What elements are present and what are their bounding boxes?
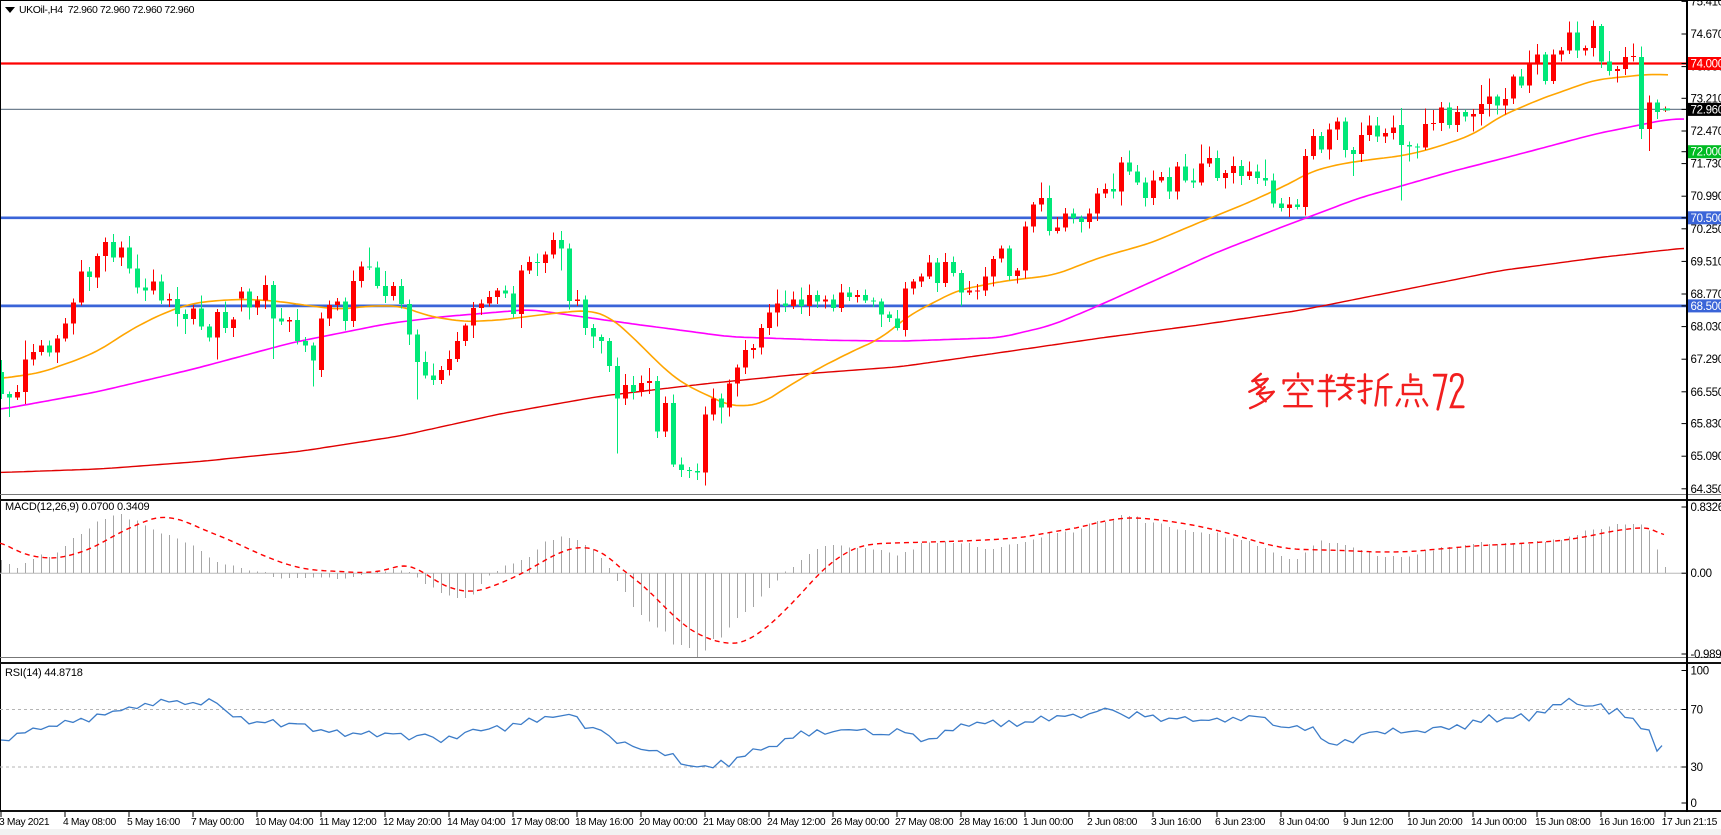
svg-text:65.830: 65.830 [1691, 419, 1721, 431]
svg-text:14 Jun 00:00: 14 Jun 00:00 [1471, 817, 1527, 828]
svg-text:100: 100 [1691, 666, 1709, 678]
svg-text:75.410: 75.410 [1691, 0, 1721, 8]
svg-text:18 May 16:00: 18 May 16:00 [575, 817, 634, 828]
svg-text:67.290: 67.290 [1691, 354, 1721, 366]
svg-text:10 Jun 20:00: 10 Jun 20:00 [1407, 817, 1463, 828]
svg-text:8 Jun 04:00: 8 Jun 04:00 [1279, 817, 1330, 828]
svg-text:4 May 08:00: 4 May 08:00 [63, 817, 116, 828]
svg-text:6 Jun 23:00: 6 Jun 23:00 [1215, 817, 1266, 828]
svg-text:72.470: 72.470 [1691, 126, 1721, 138]
svg-text:12 May 20:00: 12 May 20:00 [383, 817, 442, 828]
svg-text:14 May 04:00: 14 May 04:00 [447, 817, 506, 828]
svg-text:3 Jun 16:00: 3 Jun 16:00 [1151, 817, 1202, 828]
svg-text:70.500: 70.500 [1691, 213, 1721, 225]
svg-text:66.550: 66.550 [1691, 387, 1721, 399]
svg-text:74.670: 74.670 [1691, 29, 1721, 41]
svg-text:-0.9897: -0.9897 [1691, 649, 1721, 661]
svg-text:3 May 2021: 3 May 2021 [0, 817, 50, 828]
svg-text:27 May 08:00: 27 May 08:00 [895, 817, 954, 828]
svg-text:2 Jun 08:00: 2 Jun 08:00 [1087, 817, 1138, 828]
svg-text:71.730: 71.730 [1691, 159, 1721, 171]
svg-text:68.030: 68.030 [1691, 322, 1721, 334]
svg-text:68.770: 68.770 [1691, 289, 1721, 301]
svg-text:68.500: 68.500 [1691, 301, 1721, 313]
svg-text:17 Jun 21:15: 17 Jun 21:15 [1662, 817, 1718, 828]
svg-text:65.090: 65.090 [1691, 451, 1721, 463]
svg-text:17 May 08:00: 17 May 08:00 [511, 817, 570, 828]
svg-text:5 May 16:00: 5 May 16:00 [127, 817, 180, 828]
svg-text:21 May 08:00: 21 May 08:00 [703, 817, 762, 828]
svg-text:20 May 00:00: 20 May 00:00 [639, 817, 698, 828]
svg-text:15 Jun 08:00: 15 Jun 08:00 [1535, 817, 1591, 828]
svg-text:28 May 16:00: 28 May 16:00 [959, 817, 1018, 828]
svg-text:26 May 00:00: 26 May 00:00 [831, 817, 890, 828]
svg-text:0.00: 0.00 [1691, 568, 1712, 580]
svg-text:30: 30 [1691, 762, 1703, 774]
svg-text:74.000: 74.000 [1691, 59, 1721, 71]
svg-text:70.990: 70.990 [1691, 191, 1721, 203]
svg-text:0: 0 [1691, 798, 1697, 810]
svg-text:UKOil-,H4 72.960 72.960 72.96: UKOil-,H4 72.960 72.960 72.960 72.960 [19, 4, 195, 16]
svg-text:72.000: 72.000 [1691, 147, 1721, 159]
svg-text:69.510: 69.510 [1691, 256, 1721, 268]
svg-text:11 May 12:00: 11 May 12:00 [319, 817, 377, 828]
svg-text:64.350: 64.350 [1691, 484, 1721, 496]
svg-text:1 Jun 00:00: 1 Jun 00:00 [1023, 817, 1074, 828]
svg-text:24 May 12:00: 24 May 12:00 [767, 817, 826, 828]
svg-text:10 May 04:00: 10 May 04:00 [255, 817, 314, 828]
svg-text:70: 70 [1691, 705, 1703, 717]
svg-text:MACD(12,26,9) 0.0700 0.3409: MACD(12,26,9) 0.0700 0.3409 [5, 501, 149, 513]
svg-text:9 Jun 12:00: 9 Jun 12:00 [1343, 817, 1394, 828]
svg-text:7 May 00:00: 7 May 00:00 [191, 817, 244, 828]
svg-text:16 Jun 16:00: 16 Jun 16:00 [1599, 817, 1655, 828]
svg-text:70.250: 70.250 [1691, 224, 1721, 236]
svg-text:72.960: 72.960 [1691, 104, 1721, 116]
svg-text:73.210: 73.210 [1691, 93, 1721, 105]
svg-text:RSI(14) 44.8718: RSI(14) 44.8718 [5, 667, 83, 679]
svg-text:0.8326: 0.8326 [1691, 502, 1721, 514]
